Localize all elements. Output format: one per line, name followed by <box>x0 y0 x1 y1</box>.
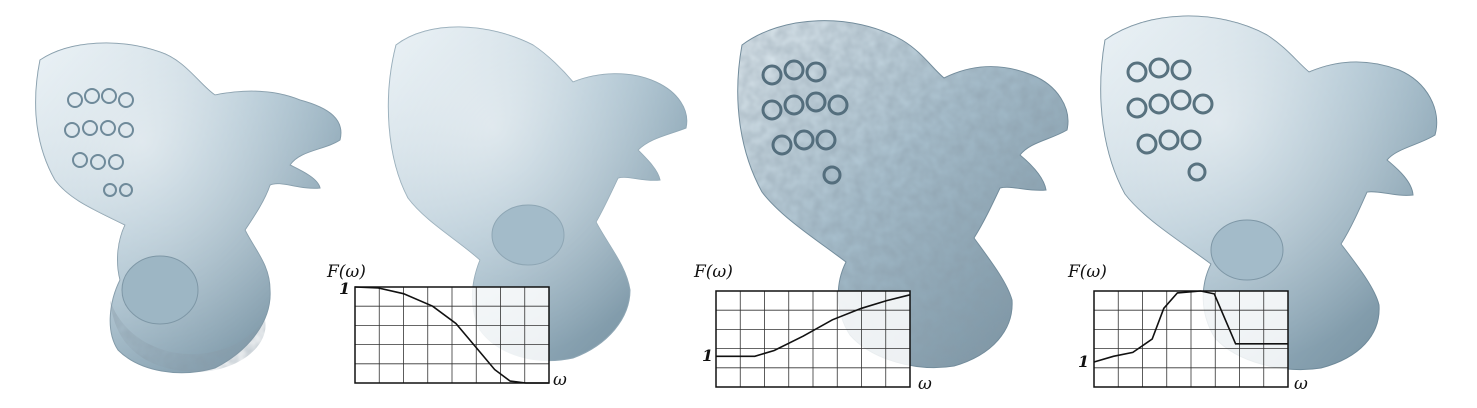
plot-xlabel: ω <box>553 370 567 390</box>
sphere <box>491 204 565 266</box>
plot-ylabel: F(ω) <box>1067 262 1107 282</box>
plot-frame <box>354 286 550 384</box>
model-highlight <box>35 42 341 373</box>
plot-ylabel: F(ω) <box>326 262 366 282</box>
model-enhanced-band <box>1100 15 1438 371</box>
plot-grid <box>355 287 549 383</box>
filter-curve <box>354 286 549 384</box>
plot-ylabel: F(ω) <box>693 262 733 282</box>
filter-plot-smoothed: F(ω) 1 ω <box>326 262 567 390</box>
model-original <box>35 42 342 374</box>
wing-bumps <box>1126 57 1214 182</box>
wing-bumps <box>761 59 849 185</box>
plot-one-label: 1 <box>339 279 350 298</box>
model-smoothed <box>387 26 688 362</box>
model-noise <box>737 20 1068 368</box>
plot-xlabel: ω <box>918 374 932 394</box>
plot-frame <box>1093 290 1289 388</box>
filter-curve <box>1093 290 1288 363</box>
model-highlight <box>1100 16 1437 370</box>
model-enhanced-high <box>737 20 1069 369</box>
plot-xlabel: ω <box>1294 374 1308 394</box>
filter-plot-enhanced-high: F(ω) 1 ω <box>693 262 932 394</box>
plot-frame <box>715 290 911 388</box>
filter-plot-enhanced-band: F(ω) 1 ω <box>1067 262 1308 394</box>
wing-bumps <box>64 88 134 197</box>
model-highlight <box>388 26 687 361</box>
filter-curve <box>716 294 911 358</box>
sphere <box>121 255 199 325</box>
plot-one-label: 1 <box>702 346 713 365</box>
base-texture <box>110 300 266 372</box>
plot-grid <box>716 291 910 387</box>
plot-grid <box>1094 291 1288 387</box>
plot-one-label: 1 <box>1078 352 1089 371</box>
sphere <box>1210 219 1284 281</box>
